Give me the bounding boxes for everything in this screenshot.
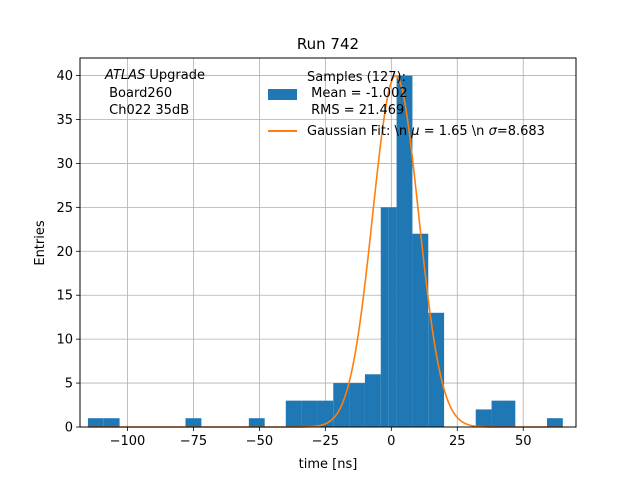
atlas-label: ATLAS [104, 68, 145, 83]
histogram-bar [499, 400, 516, 427]
x-axis-label: time [ns] [299, 457, 358, 472]
y-axis-ticks: 0 5 10 15 20 25 30 35 40 [56, 69, 80, 436]
histogram-bar [396, 75, 413, 428]
x-tick-label: −100 [110, 434, 146, 449]
legend-fit-mu: μ [410, 124, 419, 139]
y-tick-label: 15 [56, 289, 73, 304]
histogram-bar [380, 207, 389, 427]
y-axis-label: Entries [33, 220, 48, 266]
legend-rms-line: RMS = 21.469 [307, 103, 404, 118]
y-tick-label: 30 [56, 157, 73, 172]
upgrade-label: Upgrade [145, 68, 205, 83]
histogram-bar [301, 400, 318, 427]
histogram-bar [491, 400, 500, 427]
histogram-bar [428, 312, 445, 427]
x-tick-label: 50 [515, 434, 532, 449]
y-tick-label: 0 [65, 421, 73, 436]
histogram-bar [317, 400, 334, 427]
histogram-bar [475, 409, 492, 427]
x-tick-label: −75 [180, 434, 207, 449]
x-axis-ticks: −100 −75 −50 −25 0 25 50 [110, 427, 532, 449]
histogram-bar [103, 418, 120, 427]
histogram-bar [349, 383, 365, 427]
chart-title: Run 742 [297, 35, 359, 53]
histogram-bar [388, 207, 397, 427]
histogram-bar [248, 418, 265, 427]
x-tick-label: −50 [246, 434, 273, 449]
legend-fit-prefix: Gaussian Fit: \n [307, 124, 411, 139]
histogram-bar [285, 400, 302, 427]
y-tick-label: 25 [56, 201, 73, 216]
histogram-bar [87, 418, 104, 427]
plot-frame [79, 57, 577, 428]
legend: Samples (127): Mean = -1.002 RMS = 21.46… [268, 70, 545, 139]
y-tick-label: 20 [56, 245, 73, 260]
legend-fit-label: Gaussian Fit: \n μ = 1.65 \n σ=8.683 [307, 124, 545, 139]
histogram-bars [87, 75, 563, 428]
legend-histogram-swatch [268, 89, 297, 100]
x-tick-label: 0 [387, 434, 395, 449]
legend-fit-sigma: σ [489, 124, 498, 139]
histogram-bar [412, 233, 429, 427]
x-tick-label: 25 [449, 434, 466, 449]
legend-fit-mid: = 1.65 \n [420, 124, 489, 139]
y-tick-label: 40 [56, 69, 73, 84]
y-tick-label: 5 [65, 377, 73, 392]
histogram-bar [185, 418, 202, 427]
legend-samples-line: Samples (127): [307, 70, 406, 85]
legend-fit-suffix: =8.683 [497, 124, 545, 139]
histogram-bar [364, 374, 381, 427]
channel-label: Ch022 35dB [105, 103, 189, 118]
y-tick-label: 10 [56, 333, 73, 348]
x-tick-label: −25 [312, 434, 339, 449]
histogram-bar [546, 418, 563, 427]
legend-mean-line: Mean = -1.002 [307, 86, 408, 101]
atlas-annotation-line1: ATLAS Upgrade [104, 68, 205, 83]
board-label: Board260 [105, 86, 172, 101]
y-tick-label: 35 [56, 113, 73, 128]
